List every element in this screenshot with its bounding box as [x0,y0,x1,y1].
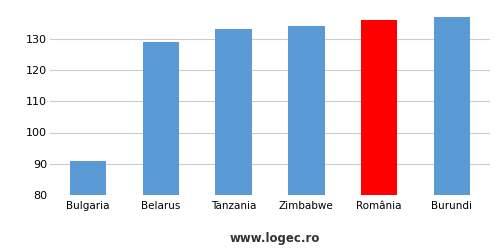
Bar [142,42,179,250]
Bar [434,17,470,250]
Bar [288,26,325,250]
Bar [70,161,106,250]
Bar [216,29,252,250]
Text: www.logec.ro: www.logec.ro [230,232,320,245]
Bar [361,20,398,250]
